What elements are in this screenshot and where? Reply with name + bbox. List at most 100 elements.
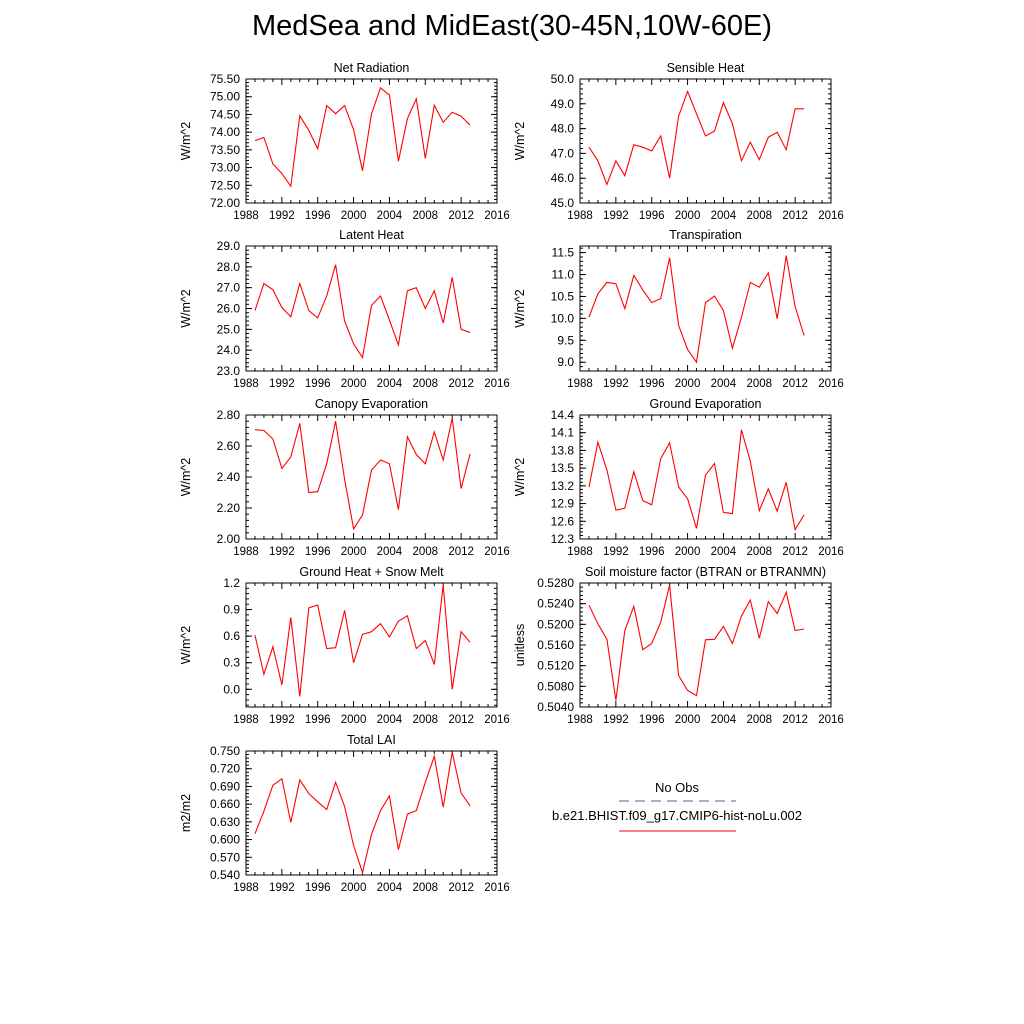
- x-tick-label: 1996: [639, 210, 665, 222]
- y-tick-label: 27.0: [217, 281, 241, 295]
- y-tick-label: 10.0: [551, 311, 575, 325]
- x-tick-label: 1988: [233, 714, 259, 726]
- y-tick-label: 75.00: [210, 90, 240, 104]
- y-axis-label: W/m^2: [513, 122, 527, 161]
- y-tick-label: 12.6: [551, 514, 575, 528]
- series-line-model: [254, 584, 471, 697]
- y-tick-label: 50.0: [551, 72, 575, 86]
- x-tick-label: 2012: [782, 714, 808, 726]
- x-tick-label: 2008: [746, 210, 772, 222]
- x-tick-label: 1992: [603, 378, 629, 390]
- y-tick-label: 0.690: [210, 779, 240, 793]
- x-tick-label: 2016: [484, 882, 510, 894]
- x-tick-label: 2012: [448, 714, 474, 726]
- x-tick-label: 2008: [412, 210, 438, 222]
- y-tick-label: 0.720: [210, 762, 240, 776]
- chart-panel-8: Soil moisture factor (BTRAN or BTRANMN) u…: [513, 565, 844, 726]
- y-tick-label: 25.0: [217, 322, 241, 336]
- x-tick-label: 1992: [603, 546, 629, 558]
- x-tick-label: 2000: [341, 378, 367, 390]
- y-tick-label: 2.00: [217, 532, 241, 546]
- series-line-model: [588, 255, 805, 364]
- x-tick-label: 2000: [675, 378, 701, 390]
- y-tick-label: 13.8: [551, 443, 575, 457]
- x-tick-label: 1992: [269, 882, 295, 894]
- x-tick-label: 2008: [412, 546, 438, 558]
- x-tick-label: 2000: [675, 714, 701, 726]
- x-tick-label: 1988: [233, 882, 259, 894]
- y-tick-label: 0.0: [223, 682, 240, 696]
- series-line-model: [588, 89, 805, 186]
- x-tick-label: 2004: [377, 714, 403, 726]
- y-tick-label: 13.5: [551, 461, 575, 475]
- x-tick-label: 2004: [711, 714, 737, 726]
- y-tick-label: 74.50: [210, 107, 240, 121]
- x-tick-label: 2012: [448, 378, 474, 390]
- x-tick-label: 2012: [782, 546, 808, 558]
- y-tick-label: 1.2: [223, 576, 240, 590]
- y-tick-label: 45.0: [551, 196, 575, 210]
- x-tick-label: 1992: [269, 378, 295, 390]
- chart-panel-7: Ground Heat + Snow Melt W/m^2 1988 1992 1996…: [179, 565, 510, 726]
- chart-panel-2: Sensible Heat W/m^2 1988 1992 1996 2000 2004 20…: [513, 61, 844, 222]
- series-line-model: [588, 584, 805, 701]
- y-tick-label: 0.600: [210, 833, 240, 847]
- x-tick-label: 2000: [341, 210, 367, 222]
- legend-model-label: b.e21.BHIST.f09_g17.CMIP6-hist-noLu.002: [552, 808, 802, 823]
- panel-title: Soil moisture factor (BTRAN or BTRANMN): [585, 565, 826, 579]
- y-tick-label: 0.570: [210, 850, 240, 864]
- y-tick-label: 13.2: [551, 479, 575, 493]
- y-tick-label: 0.5120: [537, 659, 574, 673]
- x-tick-label: 1992: [603, 210, 629, 222]
- x-tick-label: 2016: [484, 714, 510, 726]
- x-tick-label: 1988: [567, 210, 593, 222]
- x-tick-label: 2012: [782, 378, 808, 390]
- y-tick-label: 0.5040: [537, 700, 574, 714]
- y-tick-label: 11.5: [552, 246, 575, 260]
- chart-panel-6: Ground Evaporation W/m^2 1988 1992 1996 2000 2…: [513, 397, 844, 558]
- y-tick-label: 12.9: [551, 497, 575, 511]
- y-tick-label: 23.0: [217, 364, 241, 378]
- series-line-model: [588, 429, 805, 532]
- x-tick-label: 2000: [341, 882, 367, 894]
- x-tick-label: 1996: [305, 378, 331, 390]
- y-tick-label: 12.3: [551, 532, 575, 546]
- x-tick-label: 1992: [269, 714, 295, 726]
- x-tick-label: 2016: [818, 210, 844, 222]
- x-tick-label: 1988: [567, 378, 593, 390]
- x-tick-label: 2016: [484, 546, 510, 558]
- x-tick-label: 2004: [711, 546, 737, 558]
- y-tick-label: 0.5160: [537, 638, 574, 652]
- x-tick-label: 2008: [746, 546, 772, 558]
- y-axis-label: W/m^2: [179, 458, 193, 497]
- x-tick-label: 1988: [567, 546, 593, 558]
- y-axis-label: W/m^2: [513, 458, 527, 497]
- chart-panel-5: Canopy Evaporation W/m^2 1988 1992 1996 2000 2…: [179, 397, 510, 558]
- x-tick-label: 2016: [818, 714, 844, 726]
- x-tick-label: 2004: [711, 378, 737, 390]
- series-line-model: [254, 264, 471, 359]
- plot-frame: [579, 245, 832, 372]
- y-tick-label: 0.5240: [537, 597, 574, 611]
- x-tick-label: 2012: [448, 882, 474, 894]
- y-tick-label: 28.0: [217, 260, 241, 274]
- x-tick-label: 2008: [412, 378, 438, 390]
- y-tick-label: 73.00: [210, 161, 240, 175]
- y-axis-label: W/m^2: [513, 289, 527, 328]
- y-tick-label: 24.0: [217, 343, 241, 357]
- y-axis-label: W/m^2: [179, 626, 193, 665]
- panels-layer: Net Radiation W/m^2 1988 1992 1996 2000 2004 20…: [179, 61, 844, 894]
- legend: No Obs b.e21.BHIST.f09_g17.CMIP6-hist-no…: [552, 780, 802, 832]
- y-tick-label: 75.50: [210, 72, 240, 86]
- panel-title: Transpiration: [669, 228, 742, 242]
- panel-title: Ground Evaporation: [650, 397, 762, 411]
- panel-title: Sensible Heat: [667, 61, 745, 75]
- x-tick-label: 1988: [233, 210, 259, 222]
- y-tick-label: 0.5200: [537, 617, 574, 631]
- x-tick-label: 1988: [567, 714, 593, 726]
- series-line-model: [254, 417, 471, 531]
- x-tick-label: 1996: [305, 714, 331, 726]
- y-tick-label: 72.50: [210, 178, 240, 192]
- x-tick-label: 1996: [305, 882, 331, 894]
- y-tick-label: 2.80: [217, 408, 241, 422]
